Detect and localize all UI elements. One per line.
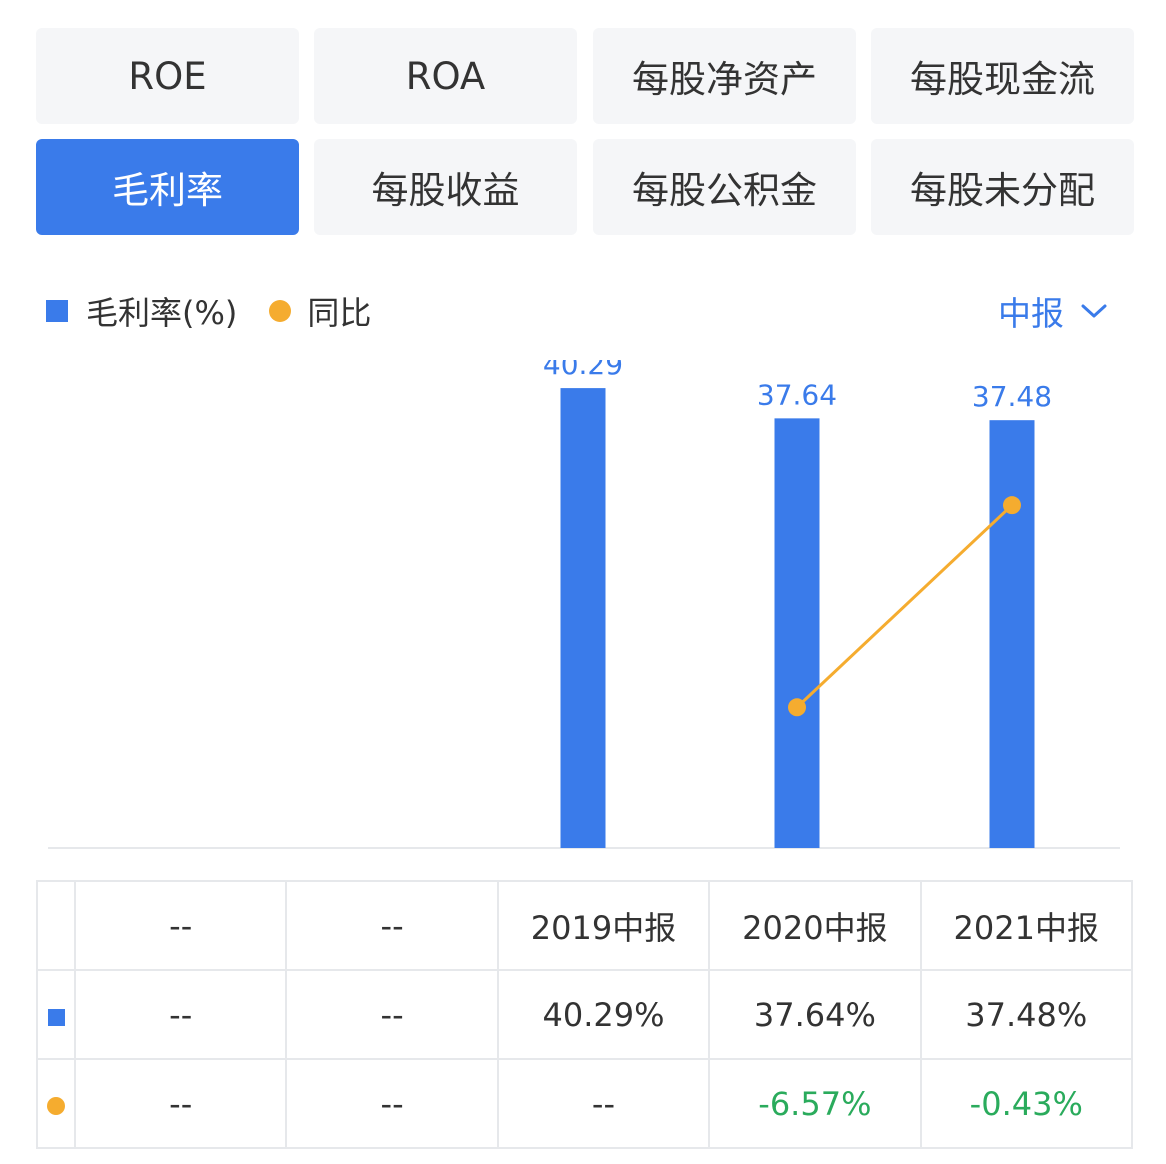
- table-header-cell: 2019中报: [496, 880, 711, 971]
- chart-legend: 毛利率(%) 同比: [46, 288, 371, 334]
- chevron-down-icon: [1081, 304, 1107, 318]
- legend-line-label: 同比: [307, 294, 372, 332]
- tab-cashflow-per-share[interactable]: 每股现金流: [871, 28, 1134, 124]
- tab-roe[interactable]: ROE: [36, 28, 299, 124]
- table-cell: --: [73, 1058, 288, 1149]
- tab-gross-margin[interactable]: 毛利率: [36, 139, 299, 235]
- table-cell: --: [285, 969, 499, 1060]
- table-header-cell: 2021中报: [919, 880, 1134, 971]
- legend-bar-swatch: [46, 300, 68, 322]
- table-row-yoy: -- -- -- -6.57% -0.43%: [36, 1058, 1134, 1149]
- legend-line-swatch: [269, 300, 292, 322]
- gross-margin-chart: 40.29 37.64 37.48: [48, 360, 1120, 849]
- table-row-icon-cell: [36, 1058, 76, 1149]
- bar-value-label: 37.64: [757, 378, 837, 411]
- period-label: 中报: [998, 294, 1064, 333]
- data-table: -- -- 2019中报 2020中报 2021中报 -- -- 40.29% …: [36, 880, 1134, 1149]
- bar-value-label: 40.29: [543, 360, 623, 381]
- yoy-line: [795, 504, 1014, 709]
- tab-undistributed-per-share[interactable]: 每股未分配: [871, 139, 1134, 235]
- table-cell: -6.57%: [708, 1058, 922, 1149]
- table-cell: 37.64%: [708, 969, 922, 1060]
- yoy-point: [788, 698, 806, 717]
- metric-tabs: ROE ROA 每股净资产 每股现金流 毛利率 每股收益 每股公积金 每股未分配: [36, 28, 1134, 236]
- table-row-gross-margin: -- -- 40.29% 37.64% 37.48%: [36, 969, 1134, 1060]
- table-cell: 37.48%: [919, 969, 1134, 1060]
- table-cell: --: [496, 1058, 711, 1149]
- yoy-point: [1003, 496, 1021, 515]
- table-cell: --: [285, 1058, 499, 1149]
- table-cell: --: [73, 969, 288, 1060]
- bar: [774, 418, 820, 848]
- blue-square-icon: [47, 1008, 65, 1026]
- orange-dot-icon: [47, 1096, 65, 1115]
- table-row-icon-cell: [36, 969, 76, 1060]
- legend-bar-label: 毛利率(%): [86, 294, 238, 332]
- table-header-row: -- -- 2019中报 2020中报 2021中报: [36, 880, 1134, 971]
- bar: [560, 388, 606, 848]
- tab-roa[interactable]: ROA: [314, 28, 577, 124]
- period-selector[interactable]: 中报: [998, 286, 1108, 336]
- table-header-cell: 2020中报: [708, 880, 922, 971]
- tab-reserve-per-share[interactable]: 每股公积金: [593, 139, 856, 235]
- tab-eps[interactable]: 每股收益: [314, 139, 577, 235]
- table-header-icon-cell: [36, 880, 76, 971]
- table-cell: 40.29%: [496, 969, 711, 1060]
- table-cell: -0.43%: [919, 1058, 1134, 1149]
- table-header-cell: --: [73, 880, 288, 971]
- table-header-cell: --: [285, 880, 499, 971]
- bar: [989, 420, 1035, 848]
- bar-value-label: 37.48: [972, 380, 1052, 413]
- tab-net-assets-per-share[interactable]: 每股净资产: [593, 28, 856, 124]
